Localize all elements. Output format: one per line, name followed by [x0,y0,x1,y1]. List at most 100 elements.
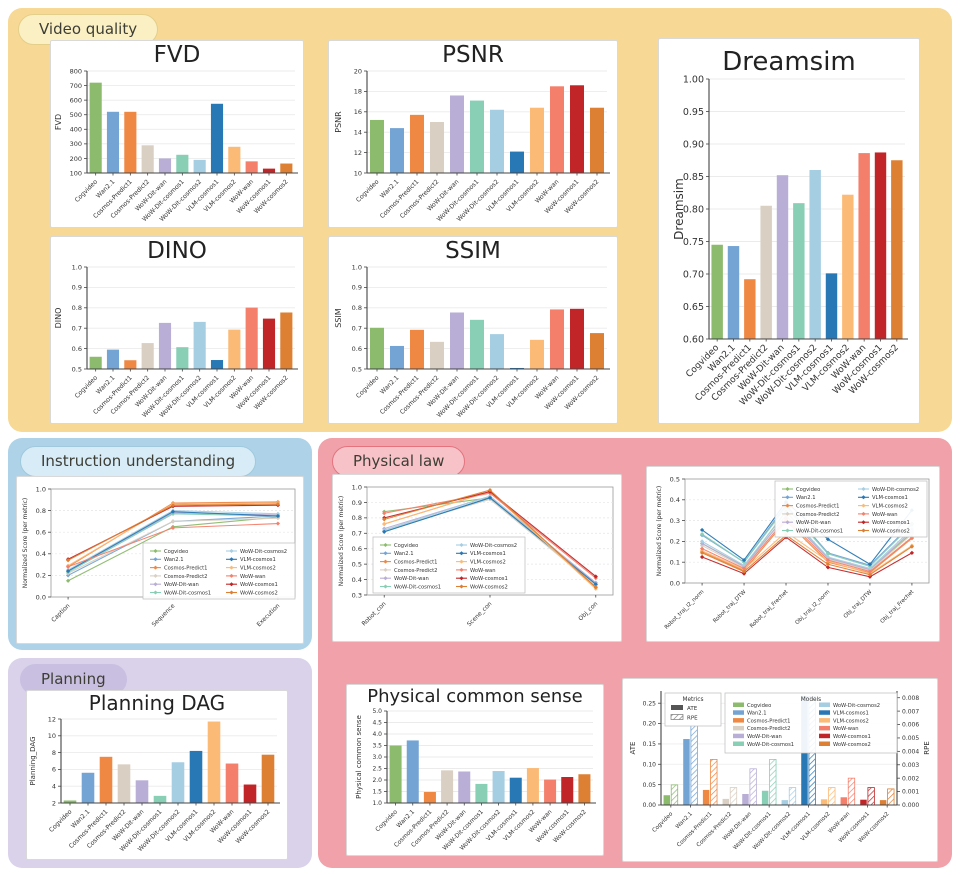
svg-text:0.4: 0.4 [670,496,680,504]
physical-law-chart: 0.3 0.4 0.5 0.6 0.7 0.8 0.9 1.0 Robot_con Scene_c… [333,475,621,641]
svg-text:WoW-Dit-cosmos1: WoW-Dit-cosmos1 [796,528,843,534]
svg-text:Normalized Score (per metric): Normalized Score (per metric) [656,486,663,577]
svg-text:FVD: FVD [154,42,201,68]
svg-text:WoW-cosmos1: WoW-cosmos1 [470,576,508,582]
svg-text:0.80: 0.80 [683,204,704,215]
svg-text:WoW-cosmos2: WoW-cosmos2 [235,808,272,845]
svg-text:VLM-cosmos2: VLM-cosmos2 [240,566,276,572]
svg-text:Cosmos-Predict1: Cosmos-Predict1 [164,566,207,572]
svg-text:0.9: 0.9 [352,499,362,507]
svg-text:SSIM: SSIM [445,238,501,264]
trajectory-chart-card: 0.0 0.1 0.2 0.3 0.4 0.5 Robot_traj_l2_norm Robo… [646,466,940,642]
svg-text:16: 16 [354,108,362,116]
svg-text:Cosmos-Predict2: Cosmos-Predict2 [164,574,207,580]
svg-text:0.05: 0.05 [643,782,657,789]
svg-text:WoW-cosmos2: WoW-cosmos2 [470,584,508,590]
psnr-chart-card: PSNR 10 12 14 16 18 20 Cogvideo Wan2.1 Cosmos-Pre… [328,40,618,228]
instruction-understanding-label: Instruction understanding [20,446,257,477]
instruction-chart-card: 0.0 0.2 0.4 0.6 0.8 1.0 Caption Sequence Executi… [16,476,304,644]
svg-text:0.4: 0.4 [352,576,362,584]
fvd-chart-card: FVD 100 200 300 400 500 600 700 800 Cogvideo Wan2.… [50,40,304,228]
svg-text:300: 300 [70,140,82,148]
trajectory-chart: 0.0 0.1 0.2 0.3 0.4 0.5 Robot_traj_l2_norm Robo… [647,467,939,641]
svg-text:10: 10 [48,732,56,740]
svg-text:FVD: FVD [54,114,63,130]
svg-text:2: 2 [52,799,56,807]
svg-text:0.9: 0.9 [352,284,362,292]
fvd-chart: FVD 100 200 300 400 500 600 700 800 Cogvideo Wan2.… [51,41,303,227]
svg-text:WoW-wan: WoW-wan [470,568,496,574]
svg-text:WoW-Dit-cosmos2: WoW-Dit-cosmos2 [872,487,919,493]
svg-text:WoW-wan: WoW-wan [833,726,859,732]
svg-text:0.6: 0.6 [352,545,362,553]
svg-text:200: 200 [70,155,82,163]
svg-text:0.2: 0.2 [670,538,680,546]
svg-text:12: 12 [354,149,362,157]
svg-text:0.006: 0.006 [902,722,919,729]
svg-text:0.25: 0.25 [643,700,657,707]
svg-text:VLM-cosmos1: VLM-cosmos1 [240,557,276,563]
svg-text:3.0: 3.0 [372,754,382,761]
svg-text:0.002: 0.002 [902,775,919,782]
svg-text:DINO: DINO [54,308,63,329]
svg-text:Cogvideo: Cogvideo [355,178,381,204]
svg-text:Obj_traj_DTW: Obj_traj_DTW [843,589,874,620]
svg-text:6: 6 [52,766,56,774]
svg-text:1.00: 1.00 [683,74,704,85]
svg-text:0.8: 0.8 [36,507,46,515]
svg-text:Physical common sense: Physical common sense [367,686,582,707]
svg-text:0.10: 0.10 [643,761,657,768]
ate-rpe-chart-card: 0.00 0.05 0.10 0.15 0.20 0.25 0.000 0.001 0.002 0… [622,678,938,862]
svg-text:Cogvideo: Cogvideo [394,543,418,549]
instruction-chart: 0.0 0.2 0.4 0.6 0.8 1.0 Caption Sequence Executi… [17,477,303,643]
svg-text:ATE: ATE [687,706,698,712]
svg-text:Dreamsim: Dreamsim [722,47,856,77]
svg-text:Cosmos-Predict1: Cosmos-Predict1 [796,504,839,510]
svg-text:Cogvideo: Cogvideo [374,808,399,833]
svg-text:PSNR: PSNR [442,42,504,68]
video-quality-label: Video quality [18,14,159,45]
svg-text:1.0: 1.0 [72,263,82,271]
svg-text:0.0: 0.0 [36,593,46,601]
svg-text:0.85: 0.85 [683,172,704,183]
svg-text:Cogvideo: Cogvideo [48,808,74,834]
svg-text:0.7: 0.7 [72,325,82,333]
svg-text:0.1: 0.1 [670,559,680,567]
svg-text:0.007: 0.007 [902,708,919,715]
ssim-chart-card: SSIM 0.5 0.6 0.7 0.8 0.9 1.0 Cogvideo Wan2.1 Cosm… [328,236,618,424]
physical-common-sense-chart: Physical common sense 1.0 1.5 2.0 2.5 3.0 3.5 4… [347,685,603,855]
svg-text:WoW-wan: WoW-wan [240,574,266,580]
svg-text:0.4: 0.4 [36,550,46,558]
svg-text:RPE: RPE [687,716,698,722]
svg-text:Dreamsim: Dreamsim [672,178,686,240]
dreamsim-chart-card: Dreamsim 0.60 0.65 0.70 0.75 0.80 0.85 0.90 0.95… [658,38,920,424]
svg-text:VLM-cosmos1: VLM-cosmos1 [470,551,506,557]
svg-text:Cosmos-Predict1: Cosmos-Predict1 [676,811,714,849]
ate-rpe-chart: 0.00 0.05 0.10 0.15 0.20 0.25 0.000 0.001 0.002 0… [623,679,937,861]
svg-text:0.0: 0.0 [670,579,680,587]
svg-text:Obj_traj_Frechet: Obj_traj_Frechet [880,589,916,625]
svg-text:Wan2.1: Wan2.1 [796,495,816,501]
svg-text:WoW-cosmos1: WoW-cosmos1 [872,520,910,526]
svg-text:12: 12 [48,715,56,723]
svg-text:400: 400 [70,126,82,134]
svg-text:Normalized Score (per metric): Normalized Score (per metric) [22,498,29,589]
svg-text:0.5: 0.5 [670,475,680,483]
svg-text:0.2: 0.2 [36,572,46,580]
svg-text:Metrics: Metrics [682,697,703,703]
svg-text:WoW-Dit-cosmos2: WoW-Dit-cosmos2 [470,543,517,549]
svg-text:WoW-cosmos2: WoW-cosmos2 [872,528,910,534]
svg-text:Cogvideo: Cogvideo [74,374,100,400]
svg-text:1.5: 1.5 [372,789,382,796]
svg-text:Wan2.1: Wan2.1 [747,711,767,717]
svg-text:ATE: ATE [629,742,637,755]
svg-text:800: 800 [70,67,82,75]
svg-text:18: 18 [354,88,362,96]
svg-text:Cogvideo: Cogvideo [355,374,381,400]
physical-common-sense-chart-card: Physical common sense 1.0 1.5 2.0 2.5 3.0 3.5 4… [346,684,604,856]
ssim-chart: SSIM 0.5 0.6 0.7 0.8 0.9 1.0 Cogvideo Wan2.1 Cosm… [329,237,617,423]
svg-text:0.7: 0.7 [352,325,362,333]
svg-text:10: 10 [354,169,362,177]
svg-text:Cosmos-Predict1: Cosmos-Predict1 [394,560,437,566]
